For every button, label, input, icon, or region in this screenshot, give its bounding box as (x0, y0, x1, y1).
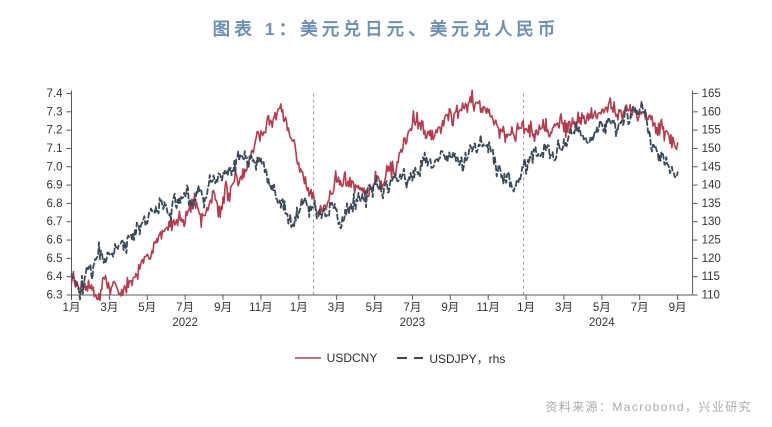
svg-text:11月: 11月 (249, 302, 272, 314)
svg-text:6.5: 6.5 (47, 253, 63, 265)
svg-text:155: 155 (702, 125, 721, 137)
svg-text:150: 150 (702, 143, 721, 155)
svg-text:7.3: 7.3 (47, 106, 63, 118)
svg-text:135: 135 (702, 198, 721, 210)
svg-text:5月: 5月 (366, 302, 384, 314)
svg-text:165: 165 (702, 88, 721, 100)
svg-text:9月: 9月 (441, 302, 459, 314)
svg-text:6.3: 6.3 (47, 290, 63, 302)
svg-text:120: 120 (702, 253, 721, 265)
svg-text:6.4: 6.4 (47, 271, 64, 283)
svg-text:145: 145 (702, 161, 721, 173)
svg-text:140: 140 (702, 180, 721, 192)
svg-text:1月: 1月 (290, 302, 308, 314)
svg-text:6.8: 6.8 (47, 198, 63, 210)
svg-text:7月: 7月 (176, 302, 194, 314)
svg-text:5月: 5月 (593, 302, 611, 314)
svg-text:3月: 3月 (555, 302, 573, 314)
svg-text:125: 125 (702, 235, 721, 247)
svg-text:7.2: 7.2 (47, 125, 63, 137)
svg-text:7.4: 7.4 (47, 88, 64, 100)
svg-text:110: 110 (702, 290, 720, 302)
svg-text:1月: 1月 (63, 302, 81, 314)
svg-text:7.1: 7.1 (47, 143, 63, 155)
svg-text:2022: 2022 (172, 317, 198, 329)
svg-text:115: 115 (702, 271, 720, 283)
svg-text:7.0: 7.0 (47, 161, 63, 173)
svg-text:7月: 7月 (631, 302, 649, 314)
svg-text:160: 160 (702, 106, 721, 118)
svg-text:130: 130 (702, 216, 721, 228)
svg-text:9月: 9月 (669, 302, 687, 314)
svg-text:6.7: 6.7 (47, 216, 63, 228)
svg-text:5月: 5月 (138, 302, 156, 314)
svg-text:2023: 2023 (400, 317, 426, 329)
svg-text:6.6: 6.6 (47, 235, 63, 247)
svg-text:6.9: 6.9 (47, 180, 63, 192)
svg-text:11月: 11月 (476, 302, 499, 314)
svg-text:3月: 3月 (328, 302, 346, 314)
svg-text:2024: 2024 (589, 317, 615, 329)
svg-text:7月: 7月 (403, 302, 421, 314)
svg-text:3月: 3月 (100, 302, 118, 314)
svg-text:9月: 9月 (214, 302, 232, 314)
svg-text:1月: 1月 (517, 302, 535, 314)
